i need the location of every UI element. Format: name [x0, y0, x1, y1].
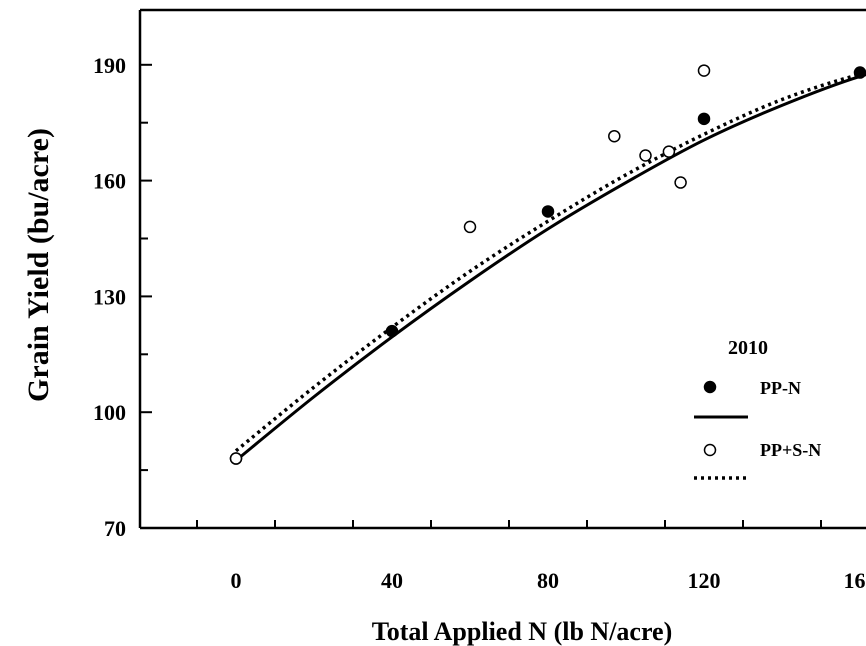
y-tick-label: 190	[93, 53, 126, 78]
series-2-point	[639, 149, 652, 162]
series-1-fit-line	[235, 72, 866, 462]
y-axis-title: Grain Yield (bu/acre)	[22, 128, 55, 402]
y-axis-ticks: 70 100 130 160 190	[93, 53, 152, 541]
x-tick-label: 0	[231, 568, 242, 593]
series-2-point	[662, 145, 676, 158]
series-2-point	[229, 452, 243, 465]
legend-marker-filled	[703, 380, 717, 394]
data-points	[229, 64, 866, 465]
legend-marker-open	[703, 443, 717, 457]
x-axis-title: Total Applied N (lb N/acre)	[372, 617, 672, 646]
series-1-point	[541, 205, 555, 218]
fit-curves	[234, 71, 866, 462]
series-2-fit-line	[234, 71, 866, 453]
series-2-point	[674, 176, 687, 189]
x-tick-label: 40	[381, 568, 403, 593]
legend-title: 2010	[728, 337, 768, 359]
series-2-point	[697, 64, 711, 77]
series-1-point	[697, 112, 711, 126]
x-axis-ticks: 04080120160200240280	[196, 520, 866, 593]
y-tick-label: 70	[104, 516, 126, 541]
series-1-point	[385, 324, 399, 338]
legend-label-series-2: PP+S-N	[760, 440, 821, 460]
y-tick-label: 100	[93, 400, 126, 425]
legend-label-series-1: PP-N	[760, 378, 801, 398]
axes	[138, 8, 866, 530]
legend: 2010 PP-N PP+S-N	[694, 337, 821, 480]
x-tick-label: 80	[537, 568, 559, 593]
series-2-point	[463, 220, 477, 234]
y-tick-label: 130	[93, 284, 126, 309]
x-tick-label: 160	[844, 568, 866, 593]
y-tick-label: 160	[93, 169, 126, 194]
series-1-point	[853, 66, 866, 79]
x-tick-label: 120	[688, 568, 721, 593]
series-2-point	[608, 129, 621, 143]
